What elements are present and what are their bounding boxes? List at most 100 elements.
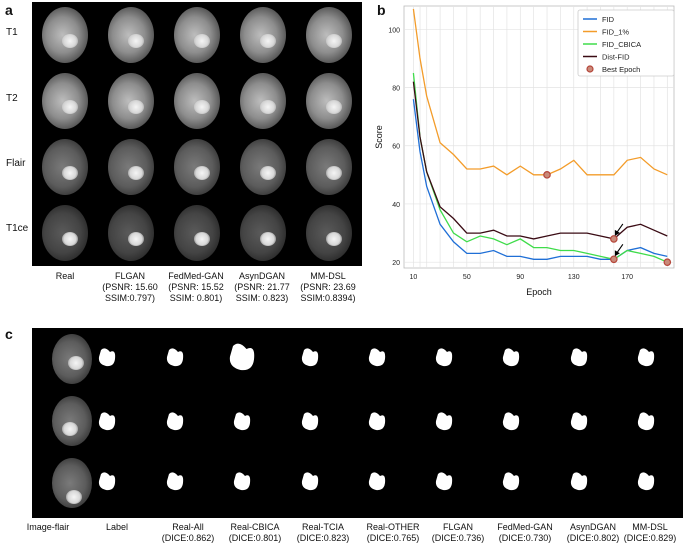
series-line xyxy=(412,8,668,176)
x-axis-label: Epoch xyxy=(526,287,552,297)
row-label-t1ce: T1ce xyxy=(6,223,29,234)
legend-entry: FID xyxy=(602,15,615,24)
x-tick-label: 130 xyxy=(568,274,580,281)
segmentation-mask xyxy=(98,472,116,491)
segmentation-mask xyxy=(637,472,655,491)
method-label-fedmedgan: FedMed-GAN (PSNR: 15.52 SSIM: 0.801) xyxy=(168,271,224,303)
mri-image xyxy=(298,202,360,264)
segmentation-mask xyxy=(502,348,520,367)
method-label-real: Real xyxy=(55,271,75,281)
segmentation-masks xyxy=(98,343,655,491)
mri-image xyxy=(34,4,96,66)
segmentation-mask xyxy=(301,472,319,491)
mri-image xyxy=(166,136,228,198)
best-epoch-marker xyxy=(610,255,618,264)
best-epoch-marker xyxy=(543,171,551,179)
flair-image xyxy=(40,456,102,514)
mri-image xyxy=(100,136,162,198)
y-tick-label: 40 xyxy=(392,202,400,209)
legend-box xyxy=(577,9,675,77)
y-tick-label: 20 xyxy=(392,260,400,267)
mri-image xyxy=(298,136,360,198)
y-tick-label: 100 xyxy=(388,27,400,34)
y-axis-label: Score xyxy=(374,125,384,149)
method-label-asyndgan: AsynDGAN (PSNR: 21.77 SSIM: 0.823) xyxy=(234,271,290,303)
seg-label-real-other: Real-OTHER (DICE:0.765) xyxy=(366,522,420,543)
segmentation-mask xyxy=(233,472,251,491)
mri-image xyxy=(232,4,294,66)
mri-image xyxy=(34,202,96,264)
seg-label-image-flair: Image-flair xyxy=(26,522,70,532)
chart-svg: 10 50 90 130 170 20 40 60 80 100 Epoch Score FID FID_… xyxy=(374,5,675,297)
segmentation-mask xyxy=(570,348,588,367)
segmentation-mask xyxy=(502,472,520,491)
y-tick-label: 80 xyxy=(392,86,400,93)
mri-image xyxy=(166,4,228,66)
segmentation-mask xyxy=(98,348,116,367)
mri-image xyxy=(298,70,360,132)
series-line xyxy=(412,81,668,240)
mri-image xyxy=(232,202,294,264)
segmentation-mask xyxy=(637,348,655,367)
legend-entry: FID_1% xyxy=(602,28,629,37)
mri-image xyxy=(232,136,294,198)
flair-image xyxy=(40,332,102,390)
row-label-flair: Flair xyxy=(6,158,26,169)
y-tick-label: 60 xyxy=(392,144,400,151)
arrow-head xyxy=(614,250,620,257)
mri-image xyxy=(166,70,228,132)
seg-label-asyndgan: AsynDGAN (DICE:0.802) xyxy=(566,522,620,543)
seg-label-fedmedgan: FedMed-GAN (DICE:0.730) xyxy=(497,522,553,543)
segmentation-mask xyxy=(368,472,386,491)
seg-label-mmdsl: MM-DSL (DICE:0.829) xyxy=(623,522,677,543)
segmentation-mask xyxy=(301,412,319,431)
legend-swatch xyxy=(586,65,594,73)
x-tick-label: 90 xyxy=(516,274,524,281)
arrow-head xyxy=(614,229,620,236)
seg-label-flgan: FLGAN (DICE:0.736) xyxy=(431,522,485,543)
segmentation-mask xyxy=(637,412,655,431)
segmentation-grid xyxy=(32,328,683,518)
seg-label-real-tcia: Real-TCIA (DICE:0.823) xyxy=(296,522,350,543)
row-label-t1: T1 xyxy=(6,27,18,38)
method-label-flgan: FLGAN (PSNR: 15.60 SSIM:0.797) xyxy=(102,271,158,303)
segmentation-mask xyxy=(502,412,520,431)
fid-line-chart: 10 50 90 130 170 20 40 60 80 100 Epoch Score FID FID_… xyxy=(370,0,685,300)
segmentation-mask xyxy=(166,472,184,491)
segmentation-mask xyxy=(435,472,453,491)
series-line xyxy=(412,72,668,263)
segmentation-mask xyxy=(233,412,251,431)
row-label-t2: T2 xyxy=(6,93,18,104)
panel-label-a: a xyxy=(5,2,13,18)
mri-image xyxy=(100,202,162,264)
x-tick-label: 170 xyxy=(621,274,633,281)
mri-image xyxy=(100,4,162,66)
best-epoch-marker xyxy=(663,258,672,266)
mri-image xyxy=(100,70,162,132)
segmentation-mask xyxy=(435,348,453,367)
panel-label-c: c xyxy=(5,326,13,342)
mri-image xyxy=(232,70,294,132)
segmentation-mask xyxy=(368,348,386,367)
segmentation-mask xyxy=(435,412,453,431)
segmentation-mask xyxy=(301,348,319,367)
segmentation-mask xyxy=(570,472,588,491)
mri-image xyxy=(166,202,228,264)
legend-entry: FID_CBICA xyxy=(602,40,641,49)
legend-entry: Best Epoch xyxy=(602,65,640,74)
legend-entry: Dist-FID xyxy=(602,53,630,62)
segmentation-mask xyxy=(166,348,184,367)
x-tick-label: 50 xyxy=(463,274,471,281)
segmentation-mask xyxy=(166,412,184,431)
mri-image xyxy=(34,136,96,198)
segmentation-mask xyxy=(229,343,255,371)
segmentation-mask xyxy=(98,412,116,431)
panel-label-b: b xyxy=(377,2,386,18)
method-label-mmdsl: MM-DSL (PSNR: 23.69 SSIM:0.8394) xyxy=(300,271,356,303)
mri-image xyxy=(298,4,360,66)
best-epoch-marker xyxy=(610,235,618,243)
seg-label-label: Label xyxy=(105,522,129,532)
x-tick-label: 10 xyxy=(409,274,417,281)
flair-image xyxy=(40,394,102,452)
seg-label-real-all: Real-All (DICE:0.862) xyxy=(161,522,215,543)
